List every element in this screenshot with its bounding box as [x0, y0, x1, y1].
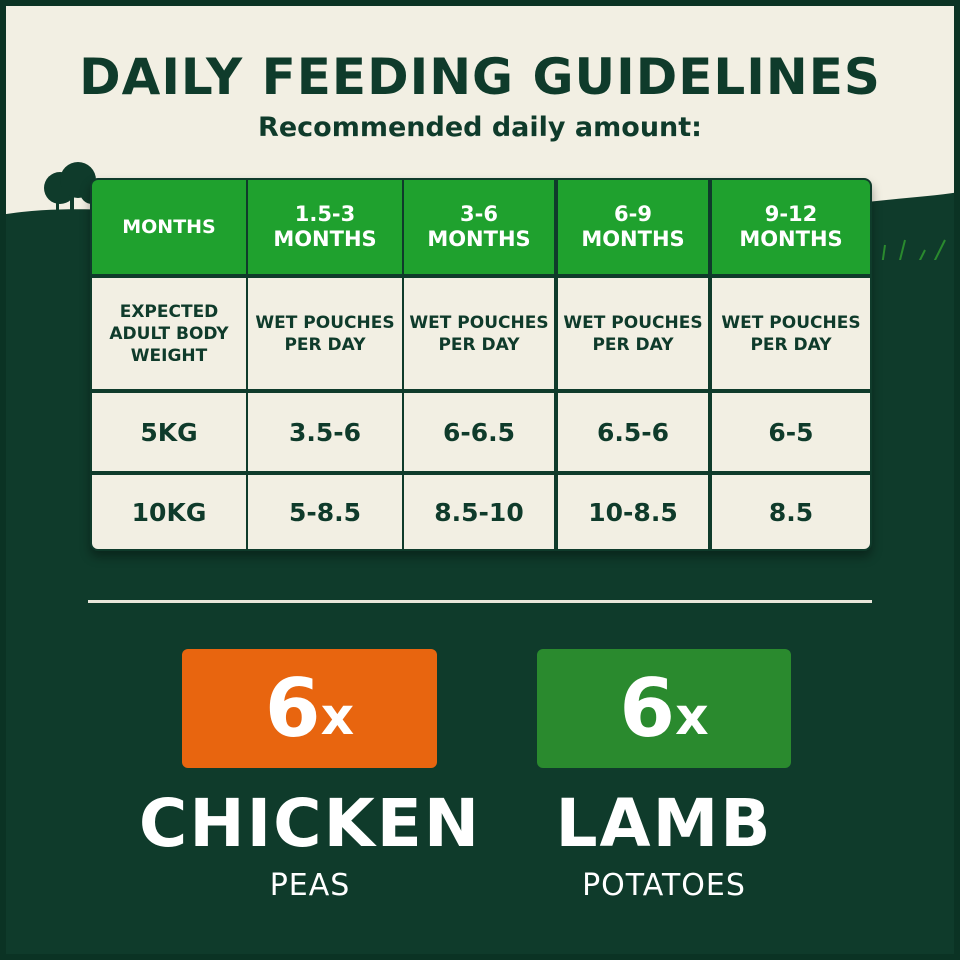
chicken-unit: x	[320, 686, 355, 747]
page-subtitle: Recommended daily amount:	[258, 112, 702, 143]
table-cell: 5KG	[92, 393, 246, 471]
subheader-cell: WET POUCHES PER DAY	[712, 278, 870, 389]
table-cell: 10-8.5	[558, 475, 708, 549]
column-header: 9-12 MONTHS	[712, 180, 870, 274]
chicken-sub: PEAS	[269, 868, 351, 903]
subheader-cell: WET POUCHES PER DAY	[558, 278, 708, 389]
lamb-unit: x	[675, 686, 709, 747]
table-cell: 6.5-6	[558, 393, 708, 471]
column-header: 6-9 MONTHS	[558, 180, 708, 274]
column-header: 3-6 MONTHS	[404, 180, 554, 274]
column-header: 1.5-3 MONTHS	[248, 180, 402, 274]
chicken-count: 6	[264, 662, 321, 755]
feeding-table: MONTHS EXPECTED ADULT BODY WEIGHT 1.5-3 MO…	[90, 178, 872, 551]
table-cell: 6-6.5	[404, 393, 554, 471]
table-cell: 10KG	[92, 475, 246, 549]
subheader-cell: EXPECTED ADULT BODY WEIGHT	[92, 278, 246, 389]
table-cell: 3.5-6	[248, 393, 402, 471]
table-cell: 8.5	[712, 475, 870, 549]
grass-icon	[881, 239, 946, 260]
divider	[88, 600, 872, 603]
page-title: DAILY FEEDING GUIDELINES	[79, 48, 881, 106]
table-cell: 8.5-10	[404, 475, 554, 549]
lamb-sub: POTATOES	[582, 868, 746, 903]
column-header: MONTHS	[92, 180, 246, 274]
subheader-cell: WET POUCHES PER DAY	[404, 278, 554, 389]
chicken-label: CHICKEN	[138, 785, 482, 862]
subheader-cell: WET POUCHES PER DAY	[248, 278, 402, 389]
table-cell: 5-8.5	[248, 475, 402, 549]
lamb-count: 6	[619, 662, 676, 755]
lamb-label: LAMB	[555, 785, 773, 862]
table-cell: 6-5	[712, 393, 870, 471]
